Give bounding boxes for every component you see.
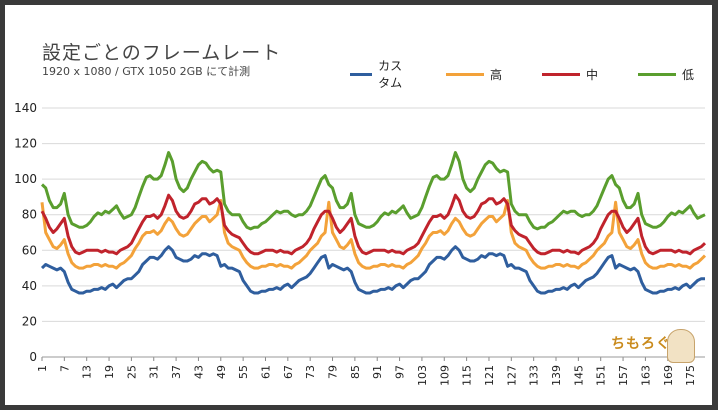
x-tick-label-61: 61 [259,365,272,379]
legend-item-low: 低 [638,57,694,91]
y-tick-label-140: 140 [14,101,37,115]
x-tick-label-151: 151 [595,365,608,386]
x-tick-label-145: 145 [572,365,585,386]
x-tick-label-37: 37 [170,365,183,379]
legend-item-high: 高 [446,57,502,91]
series-line-0 [40,245,705,295]
series-line-3 [40,151,706,231]
x-tick-label-13: 13 [81,365,94,379]
x-tick-label-97: 97 [394,365,407,379]
chart-title: 設定ごとのフレームレート [42,42,282,64]
y-tick-label-20: 20 [22,314,37,328]
y-tick-label-0: 0 [29,350,37,364]
x-tick-label-109: 109 [438,365,451,386]
x-tick-label-157: 157 [617,365,630,386]
line-chart: 0 20 40 60 80 100 120 140 1 7 13 19 25 31 37 43 49 55 61 67… [14,101,707,386]
x-tick-label-1: 1 [36,365,49,372]
x-tick-label-67: 67 [282,365,295,379]
logo-text: ちもろぐ [611,336,671,352]
x-tick-label-43: 43 [192,365,205,379]
x-tick-label-73: 73 [304,365,317,379]
y-tick-label-40: 40 [22,279,37,293]
legend-swatch-low [638,72,677,76]
x-tick-label-7: 7 [58,365,71,372]
legend-label-low: 低 [682,67,695,82]
x-tick-label-163: 163 [639,365,652,386]
x-tick-label-133: 133 [528,365,541,386]
x-tick-label-49: 49 [215,365,228,379]
x-tick-label-79: 79 [327,365,340,379]
legend-swatch-mid [542,72,581,76]
x-tick-label-55: 55 [237,365,250,379]
legend-label-high: 高 [490,67,503,82]
x-tick-label-175: 175 [684,365,697,386]
legend-swatch-custom [350,72,373,76]
legend-swatch-high [446,72,485,76]
chimolog-logo: ちもろぐ [605,327,699,365]
x-tick-label-115: 115 [461,365,474,386]
chart-frame: 設定ごとのフレームレート 1920 x 1080 / GTX 1050 2GB … [5,5,712,405]
legend-item-mid: 中 [542,57,598,91]
y-tick-label-80: 80 [22,208,37,222]
series-line-1 [40,199,707,270]
x-tick-label-25: 25 [125,365,138,379]
x-tick-label-91: 91 [371,365,384,379]
series-line-2 [40,193,707,256]
x-tick-label-103: 103 [416,365,429,386]
mascot-icon [667,329,695,363]
y-tick-label-100: 100 [14,172,37,186]
legend-label-custom: カスタム [378,59,403,90]
x-tick-label-19: 19 [103,365,116,379]
x-tick-label-139: 139 [550,365,563,386]
x-tick-label-31: 31 [148,365,161,379]
x-tick-label-169: 169 [662,365,675,386]
x-tick-label-121: 121 [483,365,496,386]
x-tick-label-85: 85 [349,365,362,379]
legend-item-custom: カスタム [350,57,406,91]
y-tick-label-60: 60 [22,243,37,257]
legend-label-mid: 中 [586,67,599,82]
chart-subtitle: 1920 x 1080 / GTX 1050 2GB にて計測 [42,65,251,78]
y-tick-label-120: 120 [14,137,37,151]
x-tick-label-127: 127 [505,365,518,386]
chart-legend: カスタム 高 中 低 [350,57,718,91]
